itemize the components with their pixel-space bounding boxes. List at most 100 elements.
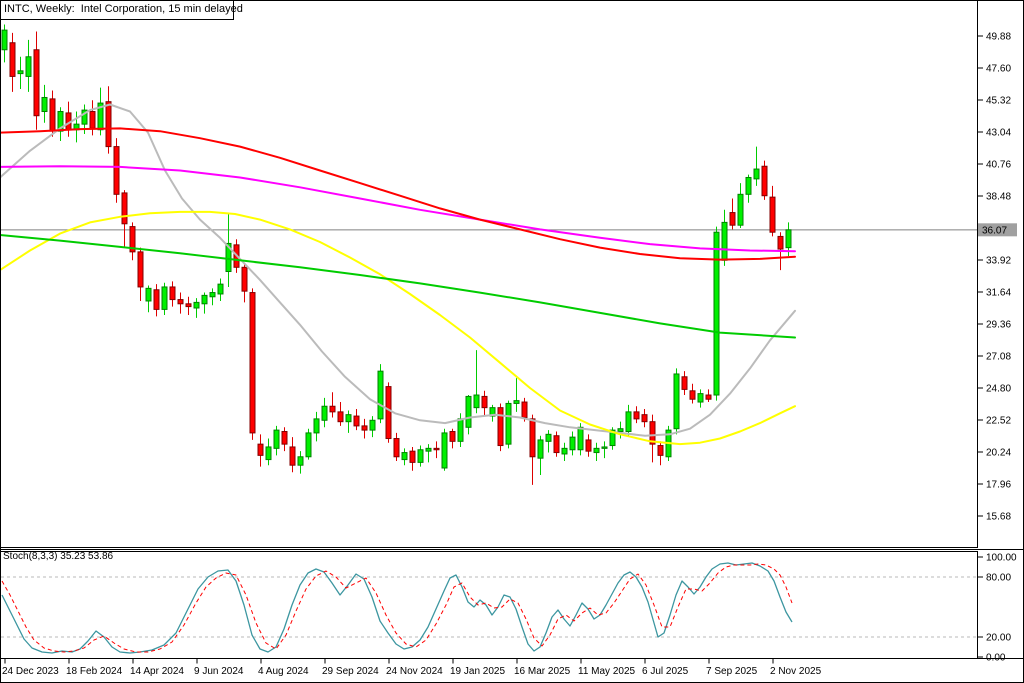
bull-candle [313, 418, 320, 434]
bull-candle [457, 418, 464, 442]
bull-candle [577, 426, 584, 451]
bear-candle [169, 286, 176, 301]
bear-candle [241, 266, 248, 292]
time-axis-label: 14 Apr 2024 [130, 666, 184, 677]
time-axis-label: 11 May 2025 [578, 666, 636, 677]
price-axis-label: 47.60 [986, 64, 1011, 75]
bear-candle [289, 446, 296, 466]
ma-red-line [0, 127, 796, 261]
bear-candle [385, 386, 392, 440]
bull-candle [601, 446, 608, 449]
bull-candle [377, 370, 384, 420]
bull-candle [161, 286, 168, 310]
bull-candle [17, 70, 24, 75]
bear-candle [649, 421, 656, 445]
bull-candle [697, 393, 704, 403]
bear-candle [689, 390, 696, 400]
price-axis-label: 29.36 [986, 320, 1011, 331]
stoch-axis-label: 0.00 [986, 653, 1006, 664]
bear-candle [529, 418, 536, 458]
time-axis-label: 24 Dec 2023 [2, 666, 59, 677]
bear-candle [449, 431, 456, 442]
bull-candle [57, 111, 64, 132]
bull-candle [465, 395, 472, 428]
bull-candle [201, 294, 208, 305]
bull-candle [81, 109, 88, 125]
price-axis-label: 15.68 [986, 512, 1011, 523]
bear-candle [641, 414, 648, 423]
time-axis-label: 6 Jul 2025 [642, 666, 689, 677]
bull-candle [593, 447, 600, 454]
bull-candle [345, 414, 352, 423]
bull-candle [489, 407, 496, 417]
price-axis-label: 17.96 [986, 480, 1011, 491]
bull-candle [505, 402, 512, 445]
bull-candle [673, 373, 680, 430]
bear-candle [681, 376, 688, 390]
bear-candle [497, 407, 504, 447]
price-axis-label: 45.32 [986, 96, 1011, 107]
bull-candle [721, 221, 728, 261]
bear-candle [409, 450, 416, 463]
time-axis-label: 7 Sep 2025 [706, 666, 758, 677]
bear-candle [177, 299, 184, 305]
bear-candle [657, 445, 664, 456]
bull-candle [209, 292, 216, 298]
time-axis-label: 16 Mar 2025 [514, 666, 571, 677]
price-axis-label: 20.24 [986, 448, 1011, 459]
bear-candle [185, 303, 192, 308]
bear-candle [633, 411, 640, 420]
bull-candle [145, 287, 152, 302]
bear-candle [553, 435, 560, 454]
ma-yellow-line [0, 210, 796, 446]
bear-candle [281, 431, 288, 445]
indicator-label: Stoch(8,3,3) 35.23 53.86 [3, 551, 114, 562]
bull-candle [1, 29, 8, 51]
bull-candle [609, 429, 616, 447]
price-scale[interactable] [978, 0, 1024, 658]
bull-candle [737, 193, 744, 226]
stoch-k-line [1, 562, 793, 654]
bull-candle [441, 432, 448, 469]
bear-candle [105, 101, 112, 148]
time-axis-label: 24 Nov 2024 [386, 666, 443, 677]
bear-candle [9, 42, 16, 77]
stoch-axis-label: 20.00 [986, 633, 1011, 644]
current-price-tag-label: 36.07 [982, 225, 1007, 236]
bull-candle [617, 428, 624, 433]
time-axis-label: 29 Sep 2024 [322, 666, 379, 677]
bear-candle [761, 165, 768, 197]
bear-candle [49, 98, 56, 132]
bull-candle [369, 419, 376, 431]
stoch-axis-label: 80.00 [986, 573, 1011, 584]
stoch-axis-label: 100.00 [986, 553, 1017, 564]
time-axis-label: 9 Jun 2024 [194, 666, 244, 677]
bear-candle [137, 251, 144, 288]
bear-candle [113, 146, 120, 195]
bear-candle [353, 415, 360, 427]
bull-candle [273, 429, 280, 449]
time-scale[interactable] [0, 659, 1024, 683]
bull-candle [417, 449, 424, 463]
bull-candle [753, 168, 760, 180]
ma-green-line [0, 234, 796, 339]
bull-candle [545, 433, 552, 442]
price-axis-label: 27.08 [986, 352, 1011, 363]
bull-candle [513, 400, 520, 404]
bear-candle [257, 443, 264, 456]
time-axis-label: 19 Jan 2025 [450, 666, 505, 677]
price-axis-label: 40.76 [986, 160, 1011, 171]
bull-candle [25, 56, 32, 77]
bull-candle [265, 446, 272, 461]
bull-candle [305, 432, 312, 458]
bear-candle [393, 438, 400, 458]
bear-candle [729, 212, 736, 226]
title-box [0, 0, 234, 20]
bull-candle [97, 102, 104, 131]
bear-candle [129, 226, 136, 253]
main-chart-frame [0, 0, 978, 548]
bear-candle [521, 401, 528, 418]
bull-candle [41, 96, 48, 113]
